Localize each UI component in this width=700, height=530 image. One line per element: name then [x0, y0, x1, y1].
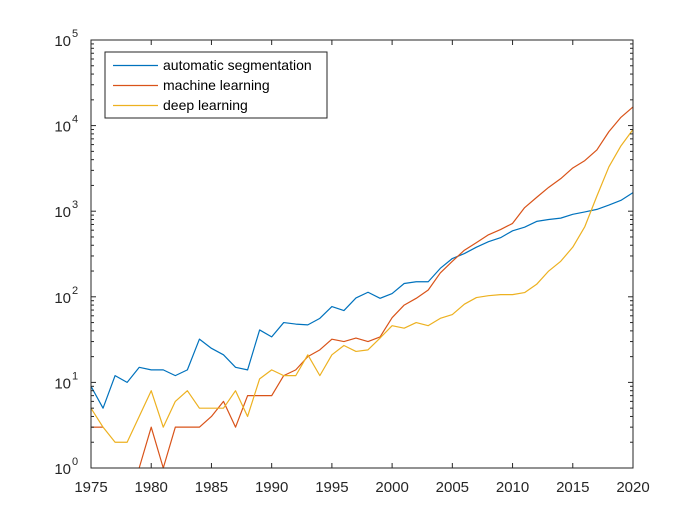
- series-automatic-segmentation: [90, 192, 634, 409]
- x-axis: 1975 1980 1985 1990 1995 2000 2005 2010 2015 2020: [74, 40, 650, 496]
- x-tick-label: 2015: [556, 479, 589, 496]
- series-line-automatic-segmentation: [90, 192, 634, 409]
- series-deep-learning: [90, 129, 634, 443]
- y-tick-exponent: 0: [72, 456, 78, 468]
- x-tick-label: 2010: [496, 479, 529, 496]
- x-tick-label: 1985: [195, 479, 228, 496]
- x-tick-label: 1995: [315, 479, 348, 496]
- series-line-deep-learning: [90, 129, 634, 443]
- legend-label-machine-learning: machine learning: [163, 77, 270, 93]
- y-tick-exponent: 5: [72, 28, 78, 40]
- series-line-machine-learning: [138, 106, 634, 469]
- y-tick-label: 10: [54, 290, 71, 307]
- legend-label-deep-learning: deep learning: [163, 97, 248, 113]
- x-tick-label: 1980: [135, 479, 168, 496]
- y-tick-exponent: 2: [72, 285, 78, 297]
- y-tick-exponent: 1: [72, 370, 78, 382]
- axes-layer: [90, 39, 634, 469]
- x-tick-label: 1975: [74, 479, 107, 496]
- x-tick-label: 2005: [436, 479, 469, 496]
- series-layer: [90, 106, 634, 469]
- y-tick-label: 10: [54, 461, 71, 478]
- y-tick-label: 10: [54, 33, 71, 50]
- x-tick-label: 2000: [375, 479, 408, 496]
- y-tick-label: 10: [54, 204, 71, 221]
- legend: automatic segmentation machine learning …: [104, 51, 328, 119]
- y-tick-label: 10: [54, 375, 71, 392]
- x-tick-label: 1990: [255, 479, 288, 496]
- y-tick-exponent: 4: [72, 114, 78, 126]
- y-tick-exponent: 3: [72, 199, 78, 211]
- x-tick-label: 2020: [616, 479, 649, 496]
- y-tick-label: 10: [54, 119, 71, 136]
- axes-box: [90, 39, 634, 469]
- legend-label-automatic-segmentation: automatic segmentation: [163, 57, 312, 73]
